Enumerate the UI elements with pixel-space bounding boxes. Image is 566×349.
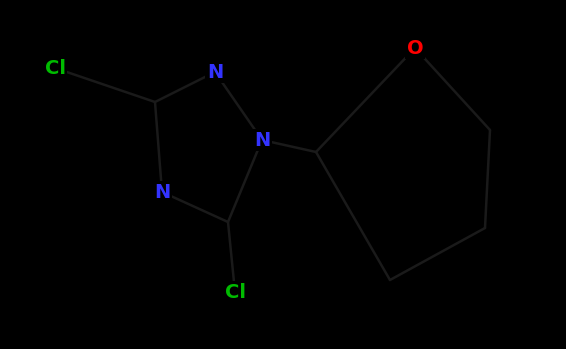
Text: Cl: Cl (45, 59, 66, 77)
Text: N: N (207, 62, 223, 82)
Text: O: O (407, 38, 423, 58)
Text: N: N (154, 183, 170, 201)
Text: Cl: Cl (225, 282, 246, 302)
Text: N: N (254, 131, 270, 149)
